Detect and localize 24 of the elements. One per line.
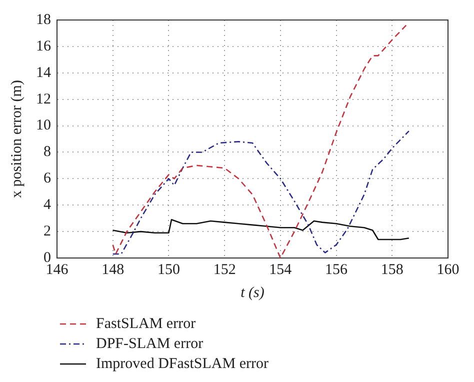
y-tick-label: 12 bbox=[36, 91, 51, 108]
legend-label: Improved DFastSLAM error bbox=[96, 356, 268, 372]
line-series bbox=[112, 130, 410, 255]
legend-label: FastSLAM error bbox=[96, 316, 196, 332]
x-tick-label: 160 bbox=[436, 262, 460, 278]
y-tick-label: 10 bbox=[36, 118, 51, 134]
y-axis-title: x position error (m) bbox=[8, 80, 25, 198]
y-tick-label: 2 bbox=[44, 223, 51, 240]
x-tick-label: 156 bbox=[325, 262, 348, 278]
x-axis-title: t (s) bbox=[240, 284, 264, 301]
x-tick-label: 158 bbox=[380, 262, 404, 278]
legend-label: DPF-SLAM error bbox=[96, 336, 204, 352]
x-tick-label: 152 bbox=[213, 262, 236, 278]
y-tick-label: 14 bbox=[36, 64, 52, 81]
y-tick-label: 6 bbox=[44, 170, 52, 187]
y-tick-label: 8 bbox=[44, 144, 51, 160]
y-tick-label: 18 bbox=[36, 12, 51, 28]
x-tick-label: 146 bbox=[46, 262, 69, 278]
y-tick-label: 4 bbox=[44, 197, 52, 214]
line-series bbox=[112, 24, 407, 258]
x-tick-label: 150 bbox=[157, 262, 180, 278]
x-tick-label: 148 bbox=[102, 262, 124, 278]
y-tick-label: 16 bbox=[36, 38, 52, 54]
x-tick-label: 154 bbox=[269, 262, 292, 278]
